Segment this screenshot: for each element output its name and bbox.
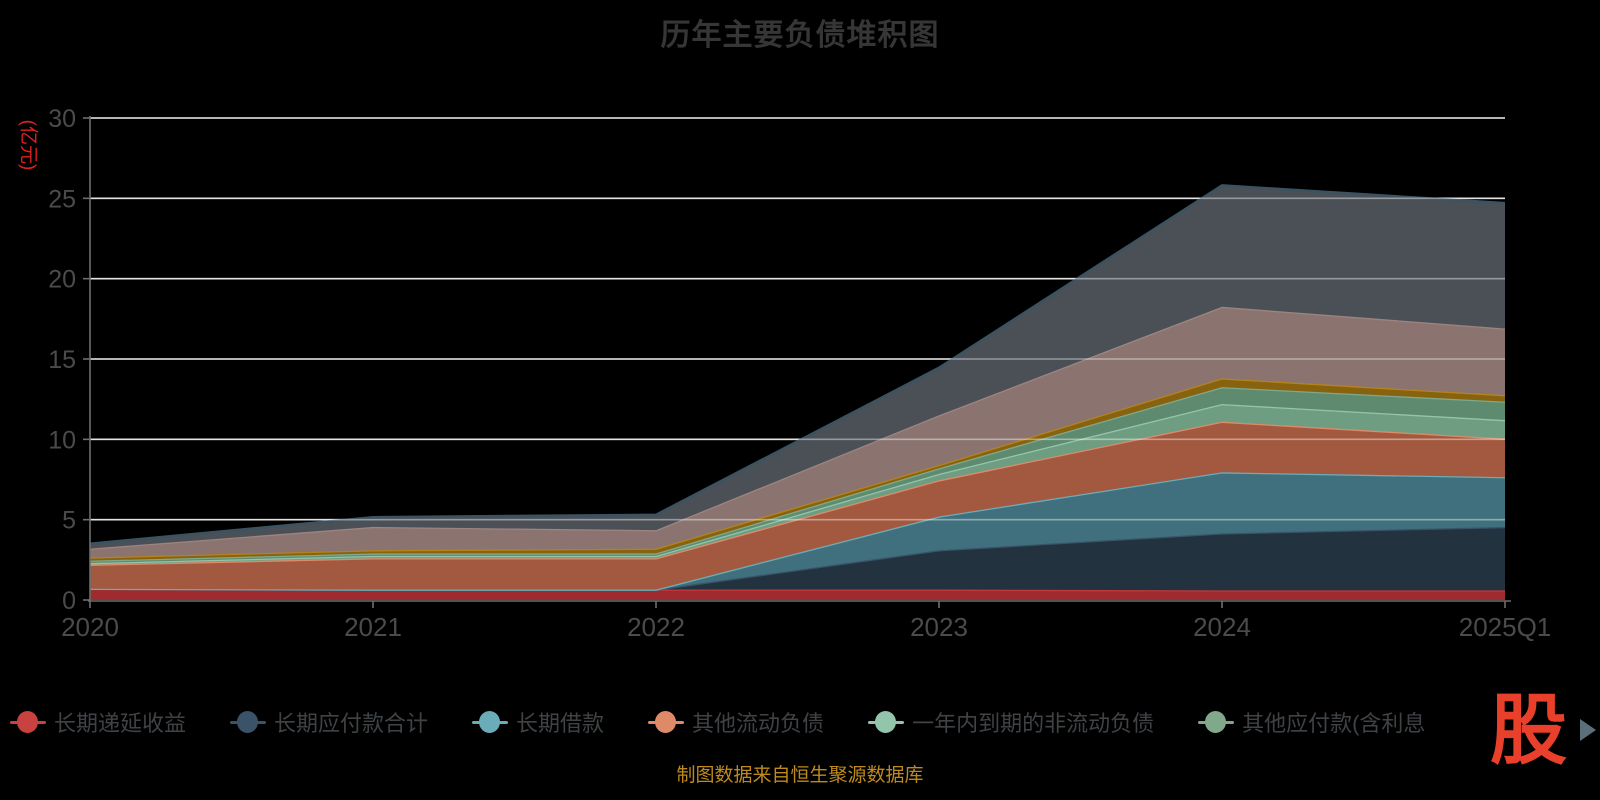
legend: 长期递延收益 长期应付款合计 长期借款 其他流动负债 一年内到期的非流动负债 其他应付款(… xyxy=(10,700,1450,744)
line-series-9 xyxy=(89,184,1506,546)
legend-item-label: 一年内到期的非流动负债 xyxy=(912,711,1155,736)
y-tick-label: 10 xyxy=(48,426,76,454)
chart-title: 历年主要负债堆积图 xyxy=(660,19,940,52)
legend-item-label: 其他应付款(含利息 xyxy=(1242,711,1426,736)
legend-series-icon xyxy=(472,710,509,734)
legend-series-icon xyxy=(10,710,46,734)
area-series-6 xyxy=(90,387,1505,564)
y-tick-label: 0 xyxy=(62,587,76,615)
legend-series-icon xyxy=(230,710,267,734)
legend-item-4[interactable]: 其他流动负债 xyxy=(648,706,824,738)
stock-app-logo: 股 xyxy=(1490,687,1567,776)
area-series-2 xyxy=(90,526,1505,591)
data-source-caption: 制图数据来自恒生聚源数据库 xyxy=(676,765,924,786)
area-series-5 xyxy=(90,403,1505,565)
y-tick-label: 5 xyxy=(62,507,76,535)
legend-item-5[interactable]: 一年内到期的非流动负债 xyxy=(868,706,1154,738)
x-tick-label: 2022 xyxy=(627,612,685,642)
x-tick-label: 2023 xyxy=(910,612,968,642)
legend-item-label: 其他流动负债 xyxy=(692,711,825,736)
x-tick-label: 2020 xyxy=(61,612,119,642)
x-tick-label: 2021 xyxy=(344,612,402,642)
y-tick-label: 15 xyxy=(48,346,76,374)
legend-item-3[interactable]: 长期借款 xyxy=(472,706,604,738)
legend-series-icon xyxy=(1198,710,1235,734)
legend-item-2[interactable]: 长期应付款合计 xyxy=(230,706,428,738)
x-tick-label: 2025Q1 xyxy=(1459,612,1552,642)
legend-item-label: 长期借款 xyxy=(516,711,605,736)
area-series-3 xyxy=(90,472,1505,590)
y-tick-label: 30 xyxy=(48,105,76,133)
stacked-area-chart[interactable]: 0 5 10 15 20 25 30 2020 2021 2022 2023 2024 2025Q1 xyxy=(0,0,1600,690)
legend-item-label: 长期应付款合计 xyxy=(274,711,429,736)
legend-item-label: 长期递延收益 xyxy=(54,711,187,736)
area-series-9 xyxy=(90,185,1505,549)
legend-series-icon xyxy=(648,710,685,734)
legend-item-1[interactable]: 长期递延收益 xyxy=(10,706,186,738)
legend-scroll-next-icon[interactable] xyxy=(1580,719,1596,741)
y-tick-label: 25 xyxy=(48,185,76,213)
area-series-4 xyxy=(90,421,1505,590)
line-series-7 xyxy=(89,376,1506,559)
line-series-6 xyxy=(89,385,1506,562)
area-series-8 xyxy=(90,306,1505,558)
legend-item-6[interactable]: 其他应付款(含利息 xyxy=(1198,706,1425,738)
legend-series-icon xyxy=(868,710,905,734)
area-series-1 xyxy=(90,588,1505,600)
y-tick-label: 20 xyxy=(48,266,76,294)
x-tick-label: 2024 xyxy=(1193,612,1251,642)
